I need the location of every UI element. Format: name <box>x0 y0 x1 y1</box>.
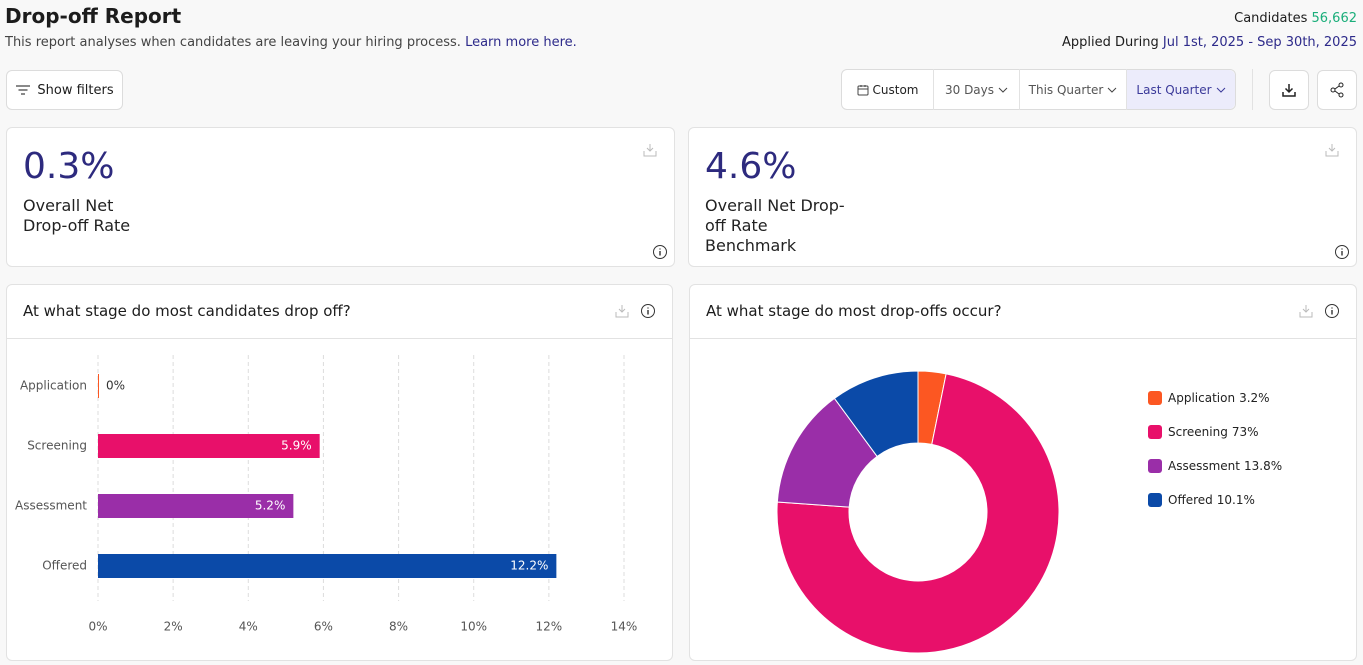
value-label: 12.2% <box>510 559 548 573</box>
bar <box>98 434 320 458</box>
share-icon <box>1330 82 1344 98</box>
legend-label: Offered <box>1168 493 1213 507</box>
learn-more-link[interactable]: Learn more here. <box>465 35 577 50</box>
legend-swatch <box>1148 459 1162 473</box>
card-divider <box>7 338 672 339</box>
applied-during: Applied During Jul 1st, 2025 - Sep 30th,… <box>1062 35 1357 50</box>
applied-range: Jul 1st, 2025 - Sep 30th, 2025 <box>1162 35 1357 50</box>
subtitle: This report analyses when candidates are… <box>5 35 461 50</box>
legend-value: 3.2% <box>1239 391 1270 405</box>
info-icon[interactable] <box>1334 244 1350 260</box>
x-tick-label: 2% <box>164 620 183 634</box>
applied-label: Applied During <box>1062 35 1159 50</box>
legend-swatch <box>1148 391 1162 405</box>
legend-label: Application <box>1168 391 1235 405</box>
legend-entry: Screening 73% <box>1168 425 1258 439</box>
range-label: Custom <box>872 82 919 97</box>
x-tick-label: 10% <box>460 620 487 634</box>
page-title: Drop-off Report <box>5 4 182 28</box>
x-tick-label: 4% <box>239 620 258 634</box>
download-icon[interactable] <box>1298 303 1314 319</box>
kpi-value: 4.6% <box>705 146 797 187</box>
legend-value: 13.8% <box>1244 459 1282 473</box>
y-tick-label: Application <box>20 379 87 393</box>
candidates-count: Candidates 56,662 <box>1234 11 1357 26</box>
range-30-days[interactable]: 30 Days <box>934 69 1020 110</box>
share-button[interactable] <box>1317 70 1357 110</box>
x-tick-label: 12% <box>536 620 563 634</box>
info-icon[interactable] <box>652 244 668 260</box>
value-label: 5.2% <box>255 499 286 513</box>
x-tick-label: 14% <box>611 620 638 634</box>
y-tick-label: Offered <box>42 559 87 573</box>
info-icon[interactable] <box>640 303 656 319</box>
kpi-card: 0.3% Overall Net Drop-off Rate <box>6 127 675 267</box>
range-label: Last Quarter <box>1136 82 1212 97</box>
value-label: 0% <box>106 379 125 393</box>
legend-entry: Assessment 13.8% <box>1168 459 1282 473</box>
chart-card: At what stage do most drop-offs occur? A… <box>689 284 1357 661</box>
show-filters-button[interactable]: Show filters <box>6 70 123 110</box>
legend-entry: Offered 10.1% <box>1168 493 1255 507</box>
download-icon[interactable] <box>614 303 630 319</box>
legend-value: 73% <box>1232 425 1259 439</box>
info-icon[interactable] <box>1324 303 1340 319</box>
range-custom[interactable]: Custom <box>842 69 934 110</box>
range-last-quarter[interactable]: Last Quarter <box>1127 70 1235 109</box>
range-this-quarter[interactable]: This Quarter <box>1020 69 1127 110</box>
donut-slice <box>776 373 1060 654</box>
y-tick-label: Assessment <box>15 499 87 513</box>
chart-title: At what stage do most drop-offs occur? <box>706 302 1002 320</box>
x-tick-label: 0% <box>88 620 107 634</box>
legend-value: 10.1% <box>1217 493 1255 507</box>
download-button[interactable] <box>1269 70 1309 110</box>
bar <box>98 494 294 518</box>
filter-icon <box>16 85 31 95</box>
legend-swatch <box>1148 493 1162 507</box>
chart-card: At what stage do most candidates drop of… <box>6 284 673 661</box>
legend-label: Screening <box>1168 425 1228 439</box>
card-divider <box>690 338 1356 339</box>
bar <box>98 374 99 398</box>
legend-entry: Application 3.2% <box>1168 391 1270 405</box>
legend-swatch <box>1148 425 1162 439</box>
donut-chart: Application 3.2% Screening 73% Assessment 13.… <box>776 370 1282 654</box>
chevron <box>998 87 1008 93</box>
kpi-value: 0.3% <box>23 146 115 187</box>
calendar-icon <box>857 84 868 95</box>
donut-slice <box>833 370 919 458</box>
kpi-card: 4.6% Overall Net Drop-off Rate Benchmark <box>688 127 1357 267</box>
bar-chart: 0% 2% 4% 6% 8% 10% 12% 14% Application 0% Screenin… <box>15 355 638 634</box>
y-tick-label: Screening <box>27 439 87 453</box>
divider <box>1252 69 1253 110</box>
candidates-label: Candidates <box>1234 11 1308 26</box>
chevron <box>1216 87 1225 93</box>
kpi-label: Overall Net Drop-off Rate Benchmark <box>705 196 845 255</box>
candidates-value: 56,662 <box>1311 11 1358 26</box>
download-icon[interactable] <box>642 142 658 158</box>
range-label: This Quarter <box>1028 82 1104 97</box>
range-label: 30 Days <box>944 82 995 97</box>
show-filters-label: Show filters <box>37 82 114 98</box>
download-icon[interactable] <box>1324 142 1340 158</box>
legend-label: Assessment <box>1168 459 1240 473</box>
x-tick-label: 6% <box>314 620 333 634</box>
subtitle-row: This report analyses when candidates are… <box>5 35 577 50</box>
x-tick-label: 8% <box>389 620 408 634</box>
download-icon <box>1282 84 1296 97</box>
kpi-label: Overall Net Drop-off Rate <box>23 196 131 235</box>
chevron <box>1107 87 1117 93</box>
value-label: 5.9% <box>281 439 312 453</box>
chart-title: At what stage do most candidates drop of… <box>23 302 351 320</box>
bar <box>98 554 557 578</box>
